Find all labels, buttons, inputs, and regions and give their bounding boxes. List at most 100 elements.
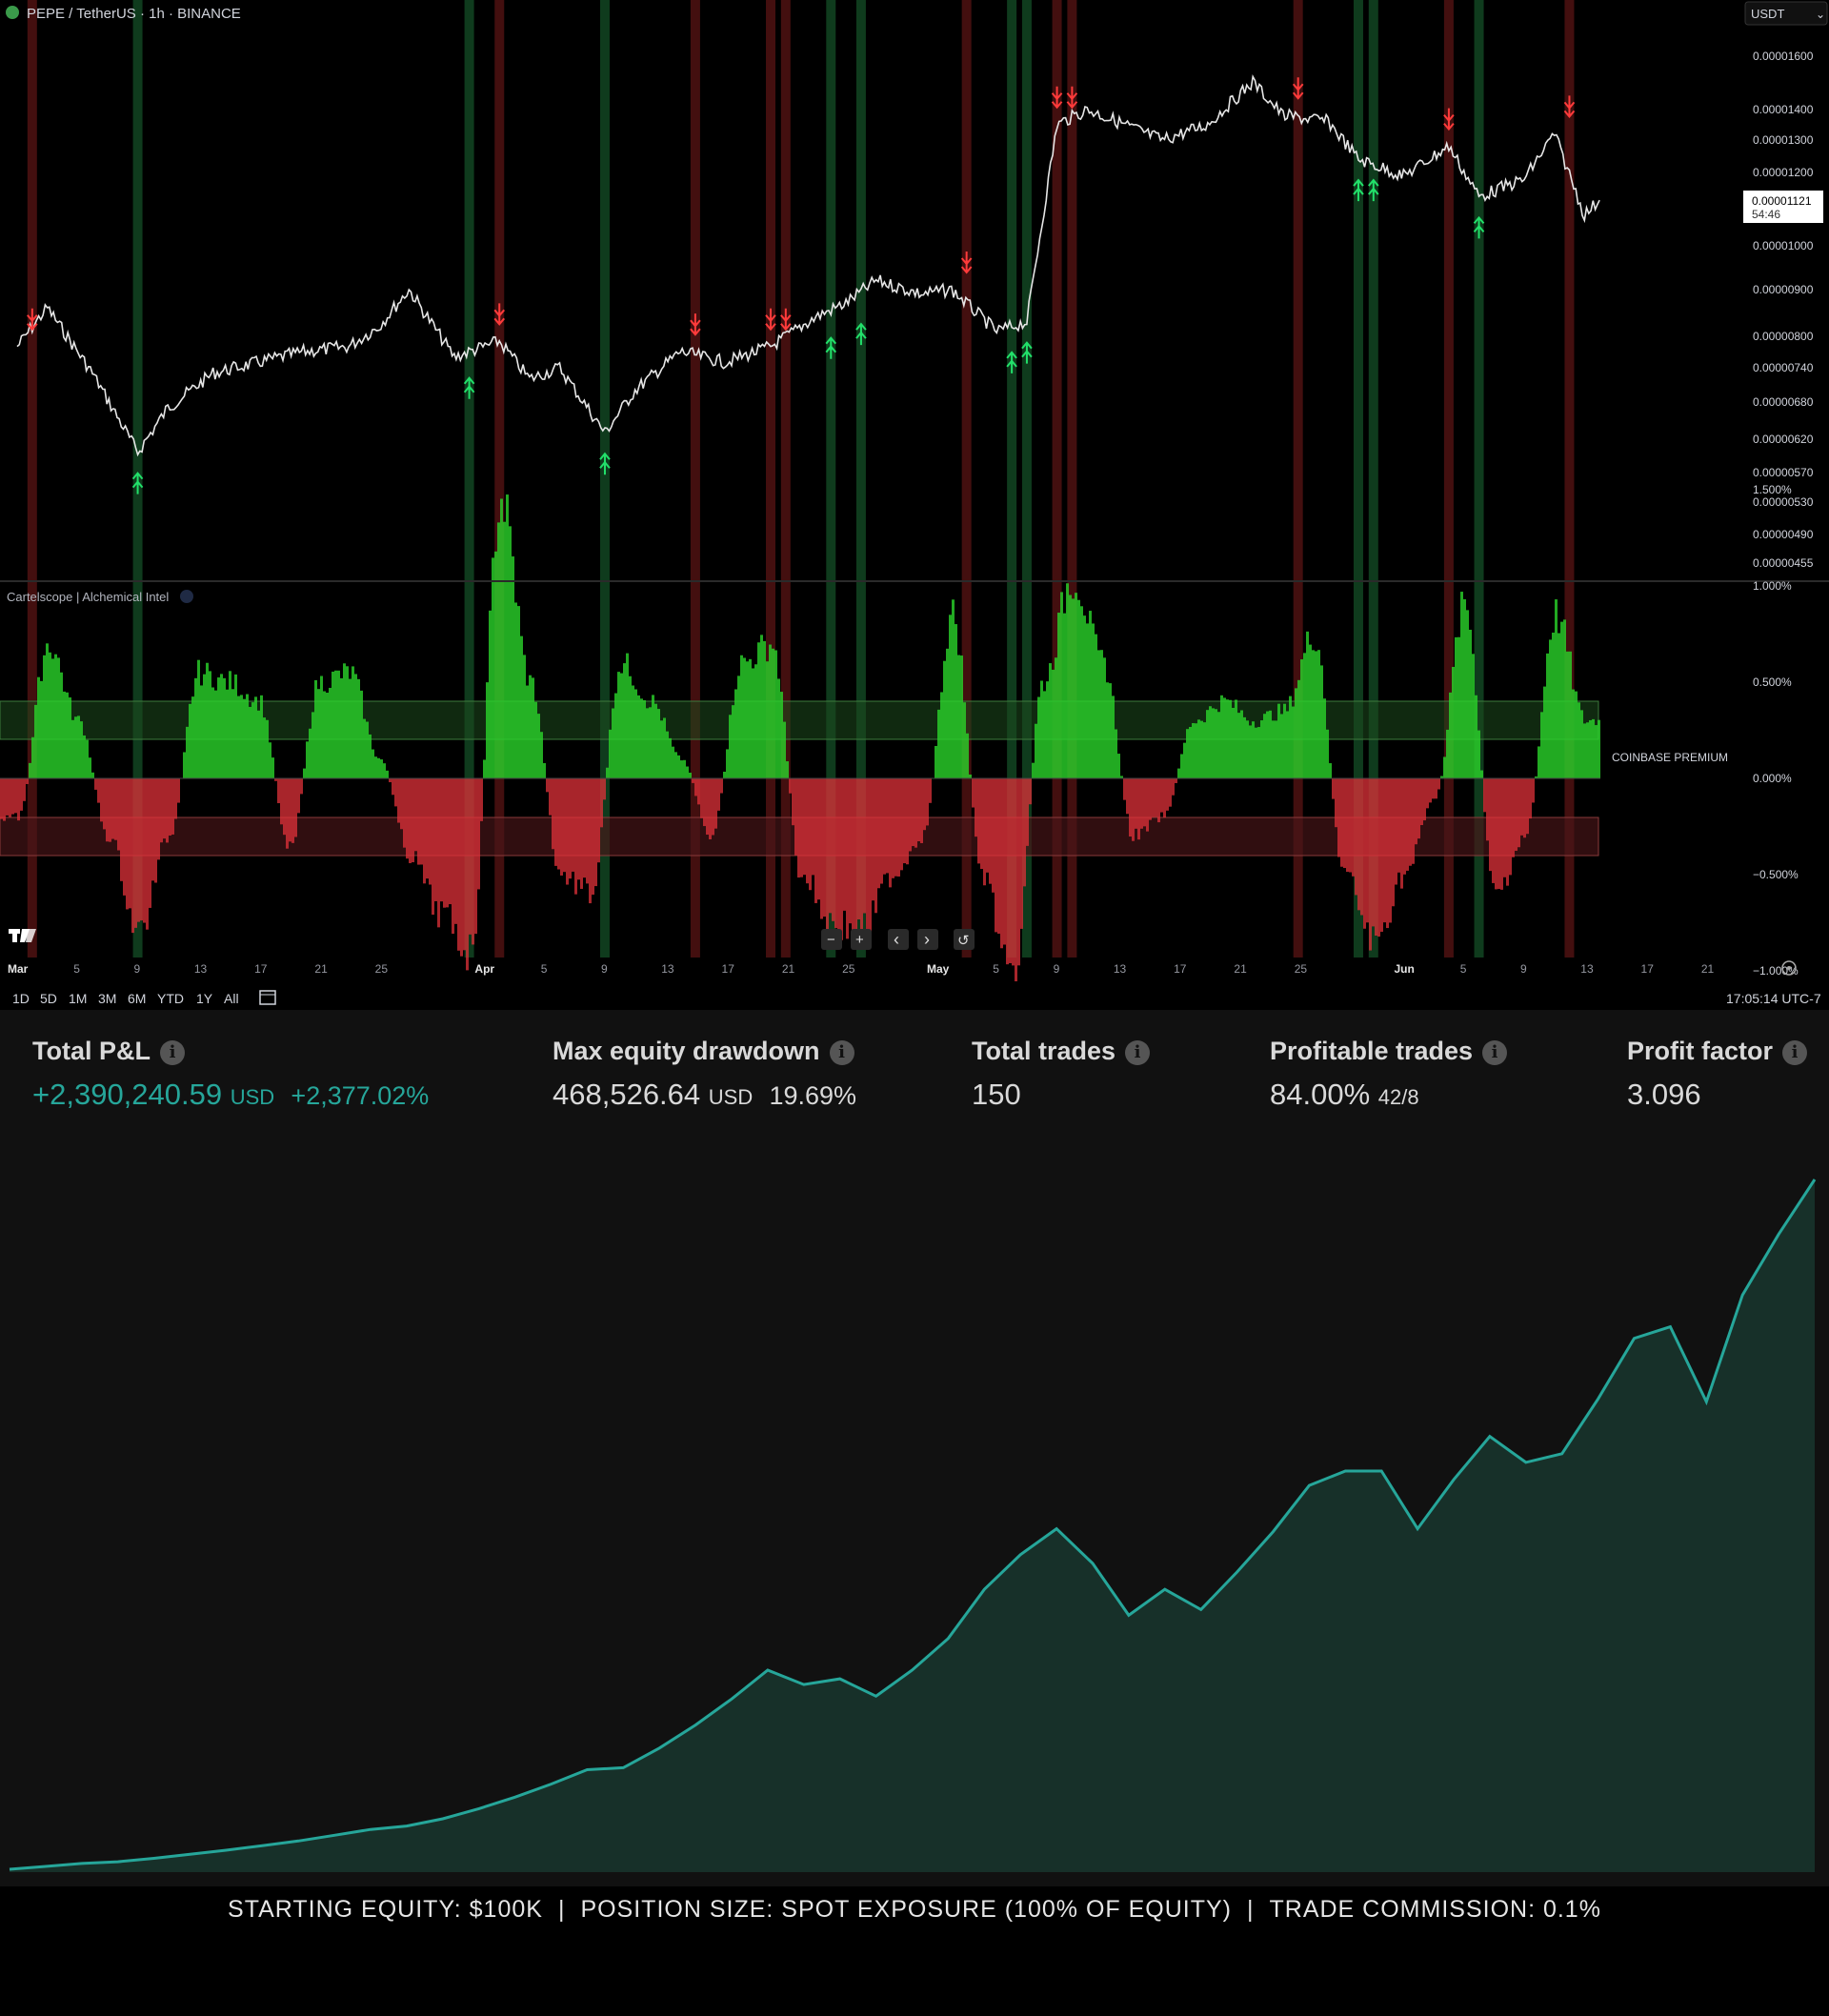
premium-negative-bar bbox=[789, 778, 792, 794]
scroll-left-button[interactable]: ‹ bbox=[888, 929, 909, 950]
time-tick-label: 5 bbox=[73, 962, 80, 976]
reset-chart-button[interactable]: ↺ bbox=[954, 929, 975, 950]
buy-arrow-icon bbox=[1021, 341, 1033, 364]
info-icon[interactable]: i bbox=[1782, 1040, 1808, 1065]
premium-negative-bar bbox=[432, 778, 434, 916]
svg-text:+: + bbox=[855, 932, 864, 948]
date-range-icon[interactable] bbox=[259, 990, 276, 1005]
premium-negative-bar bbox=[1523, 778, 1526, 838]
premium-negative-bar bbox=[394, 778, 397, 807]
premium-negative-bar bbox=[94, 778, 97, 790]
profitable-trades-value: 84.00% bbox=[1270, 1078, 1371, 1111]
settings-gear-icon[interactable] bbox=[1781, 960, 1797, 976]
premium-positive-bar bbox=[1117, 754, 1120, 778]
price-tick-label: 0.00001000 bbox=[1753, 239, 1814, 252]
svg-text:›: › bbox=[924, 930, 930, 949]
info-icon[interactable]: i bbox=[1482, 1040, 1508, 1065]
premium-positive-bar bbox=[1257, 727, 1260, 778]
price-axis[interactable]: 0.00001600 0.00001400 0.00001300 0.00001200… bbox=[1753, 50, 1814, 570]
scroll-right-button[interactable]: › bbox=[917, 929, 938, 950]
timeframe-6m-button[interactable]: 6M bbox=[128, 991, 146, 1006]
timeframe-all-button[interactable]: All bbox=[224, 991, 239, 1006]
info-icon[interactable]: i bbox=[829, 1040, 854, 1065]
premium-positive-bar bbox=[483, 759, 486, 778]
premium-negative-bar bbox=[1346, 778, 1349, 873]
sell-arrow-icon bbox=[27, 308, 38, 332]
premium-positive-bar bbox=[1120, 776, 1123, 778]
timeframe-ytd-button[interactable]: YTD bbox=[157, 991, 184, 1006]
sell-signal-band bbox=[1443, 0, 1454, 958]
indicator-title[interactable]: Cartelscope | Alchemical Intel bbox=[7, 590, 169, 604]
premium-positive-bar bbox=[654, 703, 657, 778]
timeframe-5d-button[interactable]: 5D bbox=[40, 991, 57, 1006]
time-tick-label: 13 bbox=[1114, 962, 1127, 976]
premium-negative-bar bbox=[594, 778, 597, 887]
premium-negative-bar bbox=[443, 778, 446, 908]
premium-positive-bar bbox=[1595, 725, 1598, 778]
premium-positive-bar bbox=[1200, 720, 1203, 778]
symbol-title[interactable]: PEPE / TetherUS · 1h · BINANCE bbox=[27, 6, 241, 22]
premium-positive-bar bbox=[1195, 723, 1197, 778]
currency-selector[interactable] bbox=[1744, 1, 1828, 26]
premium-positive-bar bbox=[1455, 636, 1457, 778]
premium-negative-bar bbox=[120, 778, 123, 881]
zoom-out-button[interactable]: − bbox=[821, 929, 842, 950]
premium-positive-bar bbox=[1115, 729, 1117, 778]
premium-positive-bar bbox=[1475, 695, 1477, 778]
premium-positive-bar bbox=[760, 635, 763, 778]
buy-signal-band bbox=[1353, 0, 1363, 958]
sell-signal-band bbox=[27, 0, 37, 958]
premium-negative-bar bbox=[600, 778, 603, 828]
currency-label: USDT bbox=[1751, 7, 1784, 21]
premium-positive-bar bbox=[83, 735, 86, 778]
premium-negative-bar bbox=[1146, 778, 1149, 832]
premium-negative-bar bbox=[709, 778, 712, 839]
premium-negative-bar bbox=[1395, 778, 1397, 885]
premium-positive-bar bbox=[740, 655, 743, 778]
premium-positive-bar bbox=[952, 599, 955, 778]
info-icon[interactable]: i bbox=[1125, 1040, 1151, 1065]
premium-negative-bar bbox=[903, 778, 906, 864]
premium-positive-bar bbox=[1269, 710, 1272, 778]
premium-positive-bar bbox=[512, 556, 514, 778]
premium-negative-bar bbox=[1149, 778, 1152, 820]
premium-positive-bar bbox=[366, 721, 369, 778]
premium-positive-bar bbox=[372, 749, 374, 778]
premium-negative-bar bbox=[1512, 778, 1515, 857]
premium-negative-bar bbox=[812, 778, 814, 876]
price-chart-svg[interactable]: PEPE / TetherUS · 1h · BINANCE USDT ⌄ 0.… bbox=[0, 0, 1829, 1009]
timeframe-1d-button[interactable]: 1D bbox=[12, 991, 30, 1006]
premium-negative-bar bbox=[869, 778, 872, 933]
timeframe-3m-button[interactable]: 3M bbox=[98, 991, 116, 1006]
sell-signal-band bbox=[961, 0, 972, 958]
time-axis[interactable]: Mar 5 9 13 17 21 25 Apr 5 9 13 17 21 25 May 5 9 13 17 21 25 J… bbox=[8, 962, 1715, 976]
time-tick-label: 13 bbox=[661, 962, 674, 976]
info-icon[interactable]: i bbox=[160, 1040, 185, 1065]
buy-signal-band bbox=[826, 0, 836, 958]
premium-positive-bar bbox=[203, 674, 206, 778]
premium-negative-bar bbox=[692, 778, 694, 783]
timeframe-1y-button[interactable]: 1Y bbox=[196, 991, 213, 1006]
max-drawdown-value: 468,526.64 bbox=[553, 1078, 701, 1111]
sell-arrow-icon bbox=[780, 308, 792, 332]
premium-negative-bar bbox=[274, 778, 277, 781]
premium-negative-bar bbox=[23, 778, 26, 801]
chevron-down-icon: ⌄ bbox=[1816, 8, 1825, 21]
clock-label[interactable]: 17:05:14 UTC-7 bbox=[1726, 991, 1821, 1006]
premium-negative-bar bbox=[703, 778, 706, 827]
premium-positive-bar bbox=[1272, 720, 1275, 778]
premium-negative-bar bbox=[983, 778, 986, 886]
premium-negative-bar bbox=[1506, 778, 1509, 886]
premium-negative-bar bbox=[1403, 778, 1406, 875]
premium-negative-bar bbox=[1495, 778, 1497, 890]
indicator-axis[interactable]: 1.500% 1.000% 0.500% 0.000% −0.500% −1.000% bbox=[1753, 483, 1799, 978]
price-chart-panel[interactable]: PEPE / TetherUS · 1h · BINANCE USDT ⌄ 0.… bbox=[0, 0, 1829, 1009]
indicator-settings-icon[interactable] bbox=[180, 590, 193, 603]
premium-positive-bar bbox=[269, 742, 271, 778]
premium-negative-bar bbox=[1332, 778, 1335, 799]
premium-positive-bar bbox=[1309, 644, 1312, 778]
premium-negative-bar bbox=[877, 778, 880, 889]
timeframe-1m-button[interactable]: 1M bbox=[69, 991, 87, 1006]
zoom-in-button[interactable]: + bbox=[851, 929, 872, 950]
buy-signal-band bbox=[1474, 0, 1484, 958]
